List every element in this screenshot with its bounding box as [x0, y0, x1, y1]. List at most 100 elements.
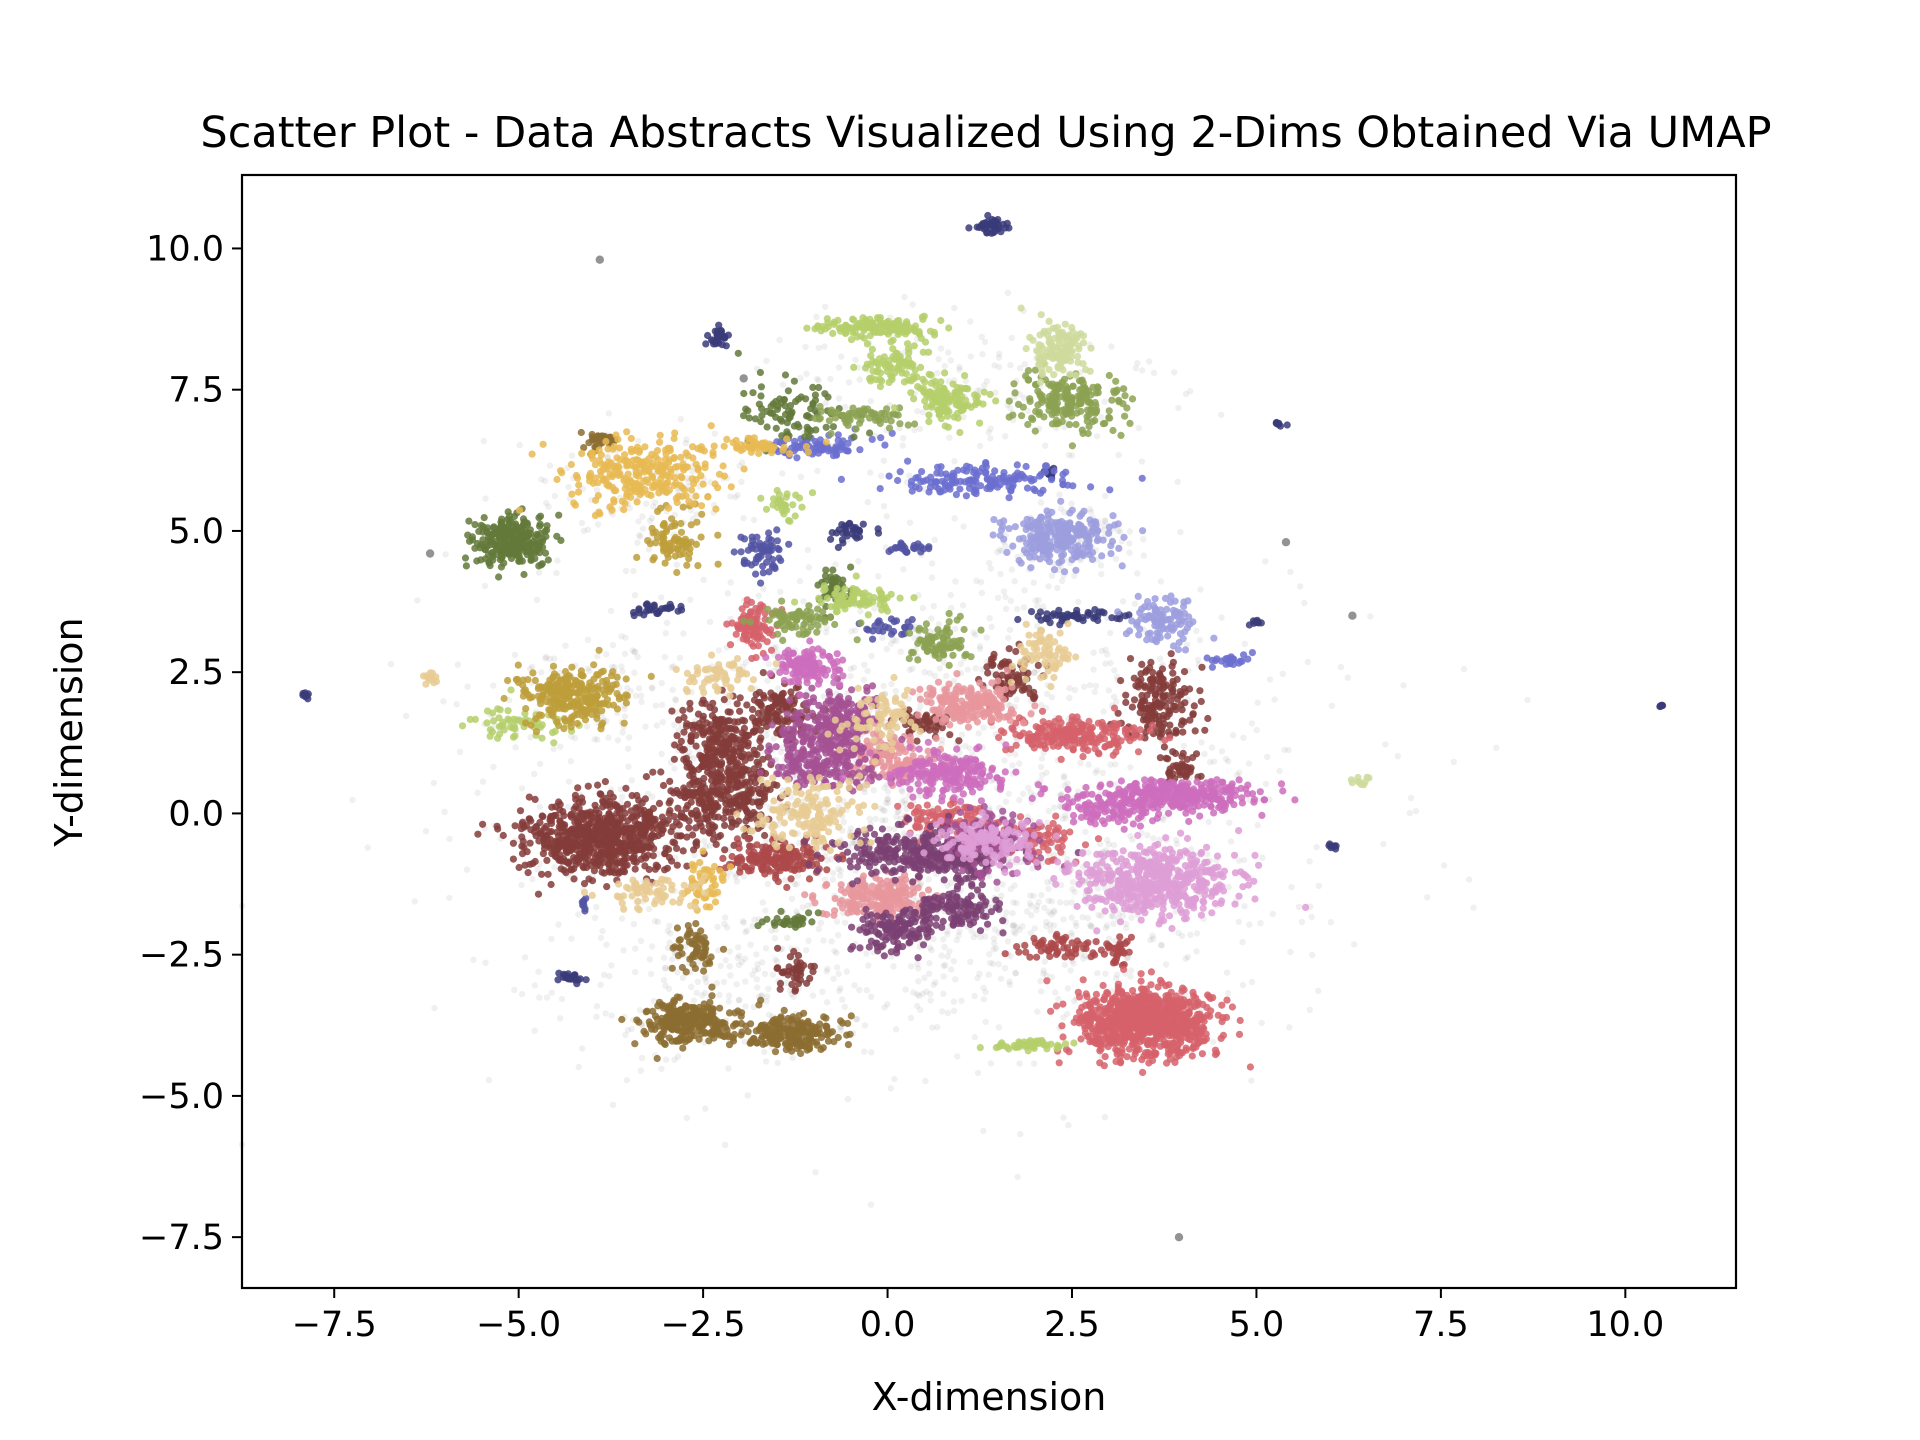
- data-point: [716, 831, 725, 840]
- background-point: [518, 881, 525, 889]
- background-point: [1248, 978, 1256, 986]
- background-point: [753, 951, 760, 958]
- background-point: [948, 966, 955, 973]
- background-point: [1005, 634, 1012, 642]
- background-point: [683, 1114, 690, 1122]
- background-point: [885, 799, 892, 806]
- background-point: [619, 793, 626, 801]
- background-point: [744, 927, 751, 934]
- background-point: [926, 944, 934, 951]
- data-point: [756, 743, 765, 752]
- background-point: [1271, 696, 1278, 703]
- data-point: [516, 807, 525, 815]
- background-point: [565, 778, 573, 785]
- background-point: [652, 702, 660, 709]
- data-point: [1179, 728, 1187, 736]
- background-point: [594, 521, 602, 528]
- background-point: [981, 933, 989, 940]
- background-point: [891, 1075, 898, 1083]
- background-point: [1071, 572, 1078, 579]
- background-point: [485, 1076, 493, 1084]
- background-point: [1037, 763, 1045, 771]
- background-point: [986, 951, 993, 958]
- background-point: [914, 407, 921, 415]
- background-point: [882, 799, 890, 807]
- background-point: [849, 839, 856, 847]
- background-point: [402, 712, 410, 720]
- background-point: [1098, 647, 1106, 655]
- background-point: [1223, 969, 1231, 976]
- data-point: [622, 784, 630, 792]
- data-point: [712, 756, 720, 764]
- data-point: [913, 737, 921, 745]
- background-point: [1070, 997, 1078, 1005]
- background-point: [706, 618, 714, 625]
- background-point: [952, 578, 959, 585]
- background-point: [555, 921, 562, 928]
- background-point: [1380, 840, 1387, 848]
- background-point: [1258, 1019, 1265, 1027]
- background-point: [839, 996, 846, 1003]
- background-point: [518, 990, 526, 998]
- background-point: [1012, 751, 1019, 758]
- background-point: [531, 1027, 538, 1035]
- background-point: [594, 736, 601, 743]
- data-point: [627, 836, 635, 844]
- background-point: [1171, 369, 1178, 376]
- background-point: [649, 793, 656, 800]
- data-point: [770, 780, 778, 789]
- background-point: [1315, 882, 1323, 890]
- data-point: [642, 773, 651, 781]
- data-point: [687, 798, 695, 806]
- background-point: [1210, 758, 1218, 765]
- background-point: [951, 304, 958, 312]
- data-point: [680, 728, 688, 736]
- background-point: [672, 697, 680, 704]
- background-point: [1099, 769, 1107, 777]
- background-point: [781, 876, 789, 884]
- background-point: [906, 666, 913, 674]
- background-point: [1146, 358, 1153, 365]
- data-point: [1054, 947, 1062, 956]
- background-point: [951, 515, 958, 522]
- background-point: [580, 527, 587, 535]
- background-point: [583, 723, 591, 730]
- background-point: [1067, 967, 1074, 974]
- data-point: [693, 838, 701, 846]
- data-point: [595, 831, 603, 839]
- background-point: [1209, 1038, 1217, 1046]
- background-point: [575, 911, 582, 918]
- background-point: [835, 970, 842, 978]
- data-point: [724, 708, 732, 716]
- background-point: [541, 477, 549, 485]
- background-point: [857, 608, 864, 615]
- background-point: [930, 935, 937, 943]
- background-point: [980, 996, 987, 1003]
- background-point: [618, 663, 625, 670]
- data-point: [1079, 976, 1087, 984]
- data-point: [744, 835, 752, 843]
- outlier-point: [1348, 611, 1357, 620]
- background-point: [1071, 888, 1078, 896]
- data-point: [551, 852, 559, 860]
- background-point: [632, 968, 639, 976]
- background-point: [1009, 909, 1016, 917]
- data-point: [1100, 950, 1108, 958]
- background-point: [774, 1059, 781, 1067]
- background-point: [837, 985, 844, 992]
- background-point: [1004, 701, 1012, 709]
- data-point: [1149, 711, 1157, 719]
- data-point: [649, 768, 657, 776]
- data-point: [719, 748, 727, 756]
- data-point: [710, 750, 718, 758]
- data-point: [1152, 1049, 1160, 1057]
- background-point: [879, 806, 887, 814]
- background-point: [867, 397, 874, 405]
- background-point: [430, 779, 438, 787]
- data-point: [1164, 755, 1172, 763]
- background-point: [981, 382, 988, 389]
- data-point: [786, 858, 795, 866]
- background-point: [1002, 605, 1010, 612]
- background-point: [1027, 892, 1034, 899]
